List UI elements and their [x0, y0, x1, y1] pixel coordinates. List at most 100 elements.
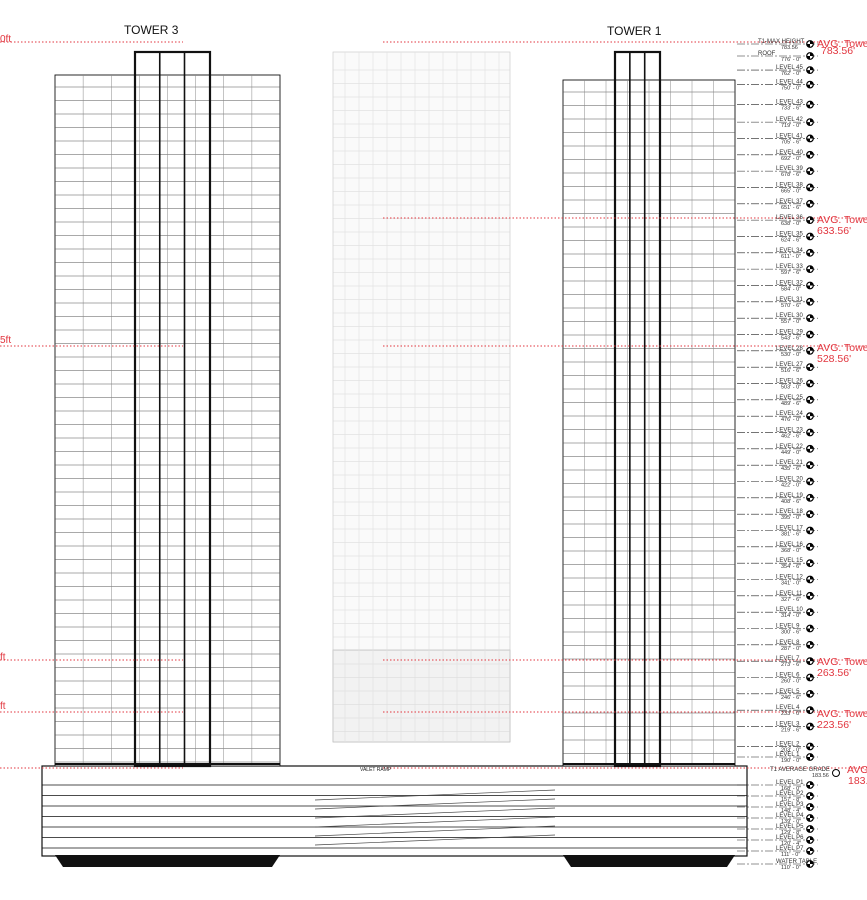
level-name: LEVEL 36: [776, 215, 803, 221]
level-elevation: 168' - 0": [781, 786, 801, 792]
avg-height-value: 183.: [848, 775, 867, 787]
level-elevation: 762' - 0": [781, 71, 801, 77]
tower-3-elevation: [54, 50, 281, 768]
level-elevation: 678' - 6": [781, 172, 801, 178]
avg-height-value: 223.56': [817, 719, 851, 731]
level-elevation: 246' - 6": [781, 695, 801, 701]
level-name: LEVEL P5: [776, 824, 804, 830]
level-elevation: 462' - 6": [781, 433, 801, 439]
level-name: LEVEL 26: [776, 378, 803, 384]
left-height-label: 5ft: [0, 335, 11, 346]
level-elevation: 776' - 0": [781, 57, 801, 63]
level-elevation: 287' - 0": [781, 646, 801, 652]
level-elevation: 584' - 0": [781, 286, 801, 292]
avg-height-label: AVG. Towe: [817, 342, 867, 354]
level-elevation: 530' - 0": [781, 352, 801, 358]
level-elevation: 314' - 0": [781, 613, 801, 619]
level-elevation: 503' - 0": [781, 384, 801, 390]
level-elevation: 651' - 6": [781, 205, 801, 211]
level-name: LEVEL P6: [776, 835, 804, 841]
level-elevation: 381' - 6": [781, 531, 801, 537]
level-name: LEVEL 39: [776, 166, 803, 172]
level-elevation: 733' - 6": [781, 106, 801, 112]
level-name: LEVEL 8: [776, 640, 800, 646]
tower-1-foundation: [563, 855, 735, 867]
level-name: LEVEL P1: [776, 780, 804, 786]
left-height-label: ft: [0, 701, 6, 712]
level-name: LEVEL 37: [776, 199, 803, 205]
level-elevation: 665' - 0": [781, 188, 801, 194]
level-elevation: 354' - 6": [781, 564, 801, 570]
level-name: LEVEL 28: [776, 346, 803, 352]
tower-1-elevation: [562, 50, 736, 768]
avg-height-label: AVG: [847, 764, 867, 776]
level-elevation: 300' - 6": [781, 630, 801, 636]
level-elevation: 408' - 6": [781, 499, 801, 505]
avg-height-label: AVG. Towe: [817, 708, 867, 720]
background-tower: [332, 51, 511, 743]
level-name: LEVEL 12: [776, 574, 803, 580]
avg-height-value: 263.56': [817, 667, 851, 679]
level-name: LEVEL 15: [776, 558, 803, 564]
level-name: LEVEL 20: [776, 476, 803, 482]
level-name: LEVEL 30: [776, 313, 803, 319]
level-name: LEVEL 24: [776, 411, 803, 417]
level-elevation: 110' - 0": [781, 865, 801, 871]
level-name: LEVEL 34: [776, 248, 803, 254]
level-elevation: 327' - 6": [781, 597, 801, 603]
level-name: LEVEL 11: [776, 591, 803, 597]
level-name: LEVEL P4: [776, 813, 804, 819]
level-name: LEVEL 29: [776, 329, 803, 335]
level-name: LEVEL 1: [776, 752, 800, 758]
level-elevation: 783.56: [781, 45, 798, 51]
level-name: LEVEL P2: [776, 791, 804, 797]
level-name: LEVEL 23: [776, 427, 803, 433]
left-height-label: ft: [0, 652, 6, 663]
level-elevation: 190' - 0": [781, 758, 801, 764]
level-elevation: 395' - 0": [781, 515, 801, 521]
level-name: LEVEL 2: [776, 741, 800, 747]
level-name: LEVEL 43: [776, 100, 803, 106]
level-elevation: 111' - 0": [781, 852, 800, 858]
avg-height-label: AVG. Towe: [817, 656, 867, 668]
level-elevation: 638' - 0": [781, 221, 801, 227]
level-name: LEVEL 22: [776, 444, 803, 450]
tower-3-foundation: [55, 855, 280, 867]
level-elevation: 435' - 6": [781, 466, 801, 472]
level-name: LEVEL 7: [776, 656, 800, 662]
level-name: WATER TABLE: [776, 859, 817, 865]
level-name: LEVEL P7: [776, 846, 804, 852]
tower-3-title: TOWER 3: [124, 23, 179, 37]
